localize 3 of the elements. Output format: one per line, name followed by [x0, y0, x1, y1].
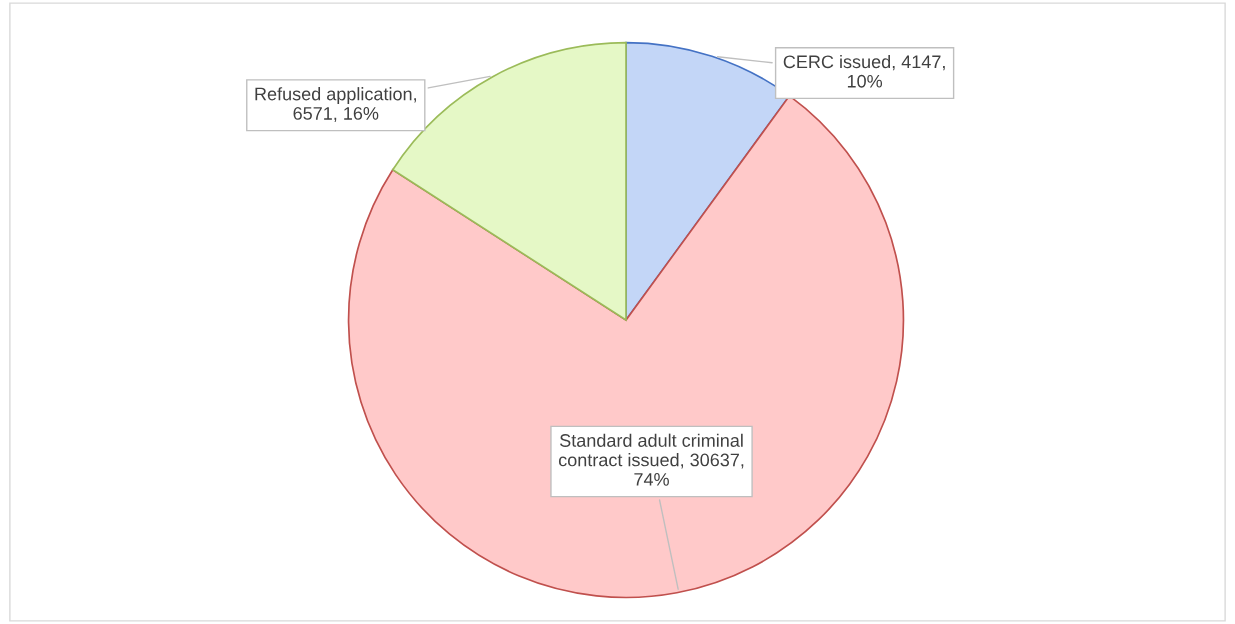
slice-label: Refused application, 6571, 16%: [255, 87, 416, 122]
slice-label: CERC issued, 4147, 10%: [783, 54, 945, 88]
slice-label: Standard adult criminal contract issued, 30637, 74%: [558, 433, 744, 486]
